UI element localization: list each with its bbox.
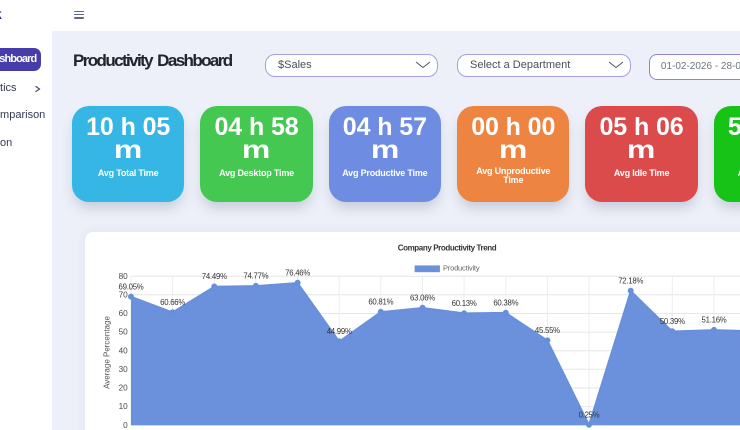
svg-text:74.77%: 74.77% <box>243 272 268 281</box>
svg-text:40: 40 <box>119 346 129 355</box>
svg-text:69.05%: 69.05% <box>119 282 144 291</box>
svg-text:0.25%: 0.25% <box>579 410 600 419</box>
svg-text:20: 20 <box>119 384 129 393</box>
svg-text:50.39%: 50.39% <box>660 317 685 326</box>
svg-text:80: 80 <box>119 272 129 281</box>
svg-text:Company Productivity Trend: Company Productivity Trend <box>398 243 497 252</box>
svg-text:10: 10 <box>119 402 129 411</box>
svg-text:Productivity: Productivity <box>443 263 480 272</box>
svg-text:60: 60 <box>119 309 129 318</box>
svg-text:74.49%: 74.49% <box>202 272 227 281</box>
svg-text:72.18%: 72.18% <box>618 277 643 286</box>
svg-text:60.81%: 60.81% <box>368 298 393 307</box>
svg-text:45.55%: 45.55% <box>535 326 560 335</box>
svg-text:70: 70 <box>119 290 129 299</box>
svg-text:Average Percentage: Average Percentage <box>103 316 112 389</box>
svg-text:60.13%: 60.13% <box>452 299 477 308</box>
svg-text:50: 50 <box>119 328 129 337</box>
svg-text:30: 30 <box>119 365 129 374</box>
svg-text:60.38%: 60.38% <box>493 298 518 307</box>
svg-text:60.66%: 60.66% <box>160 298 185 307</box>
svg-text:44.99%: 44.99% <box>327 327 352 336</box>
svg-text:76.46%: 76.46% <box>285 269 310 278</box>
svg-text:63.06%: 63.06% <box>410 294 435 303</box>
svg-text:51.16%: 51.16% <box>702 316 727 325</box>
svg-text:0: 0 <box>123 421 128 430</box>
